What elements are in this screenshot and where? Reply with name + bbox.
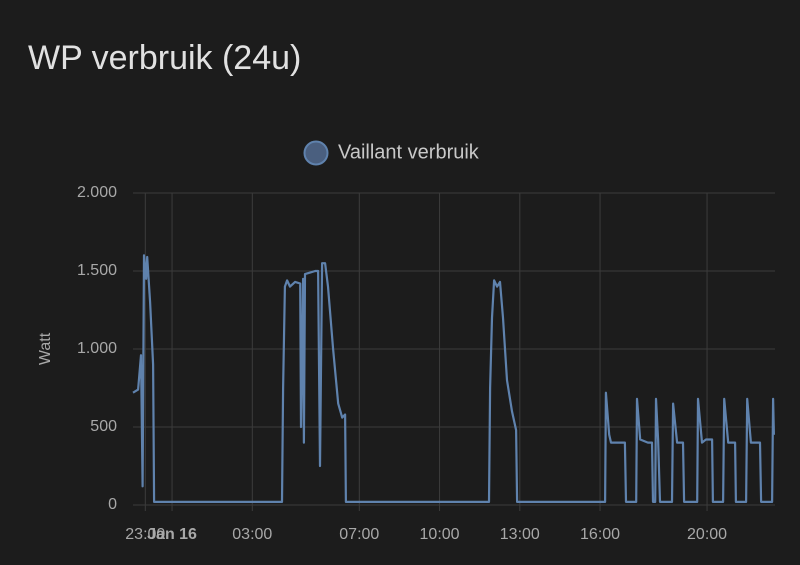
y-tick-label: 0 [108,496,117,513]
y-tick-label: 1.000 [77,340,117,357]
x-tick-label: 20:00 [687,526,727,543]
x-tick-label: 23:00 [125,526,165,543]
x-tick-label: 13:00 [500,526,540,543]
y-tick-label: 1.500 [77,262,117,279]
data-line [132,254,775,503]
x-tick-label: 16:00 [580,526,620,543]
y-tick-label: 2.000 [77,184,117,201]
x-tick-label: 07:00 [339,526,379,543]
x-tick-label: Jan 16 [147,526,197,543]
y-axis-label: Watt [37,332,54,365]
legend-swatch [303,140,329,166]
y-tick-label: 500 [90,418,117,435]
chart-title: WP verbruik (24u) [28,39,301,77]
legend-label: Vaillant verbruik [338,141,480,163]
x-tick-label: 10:00 [420,526,460,543]
x-tick-label: 03:00 [232,526,272,543]
